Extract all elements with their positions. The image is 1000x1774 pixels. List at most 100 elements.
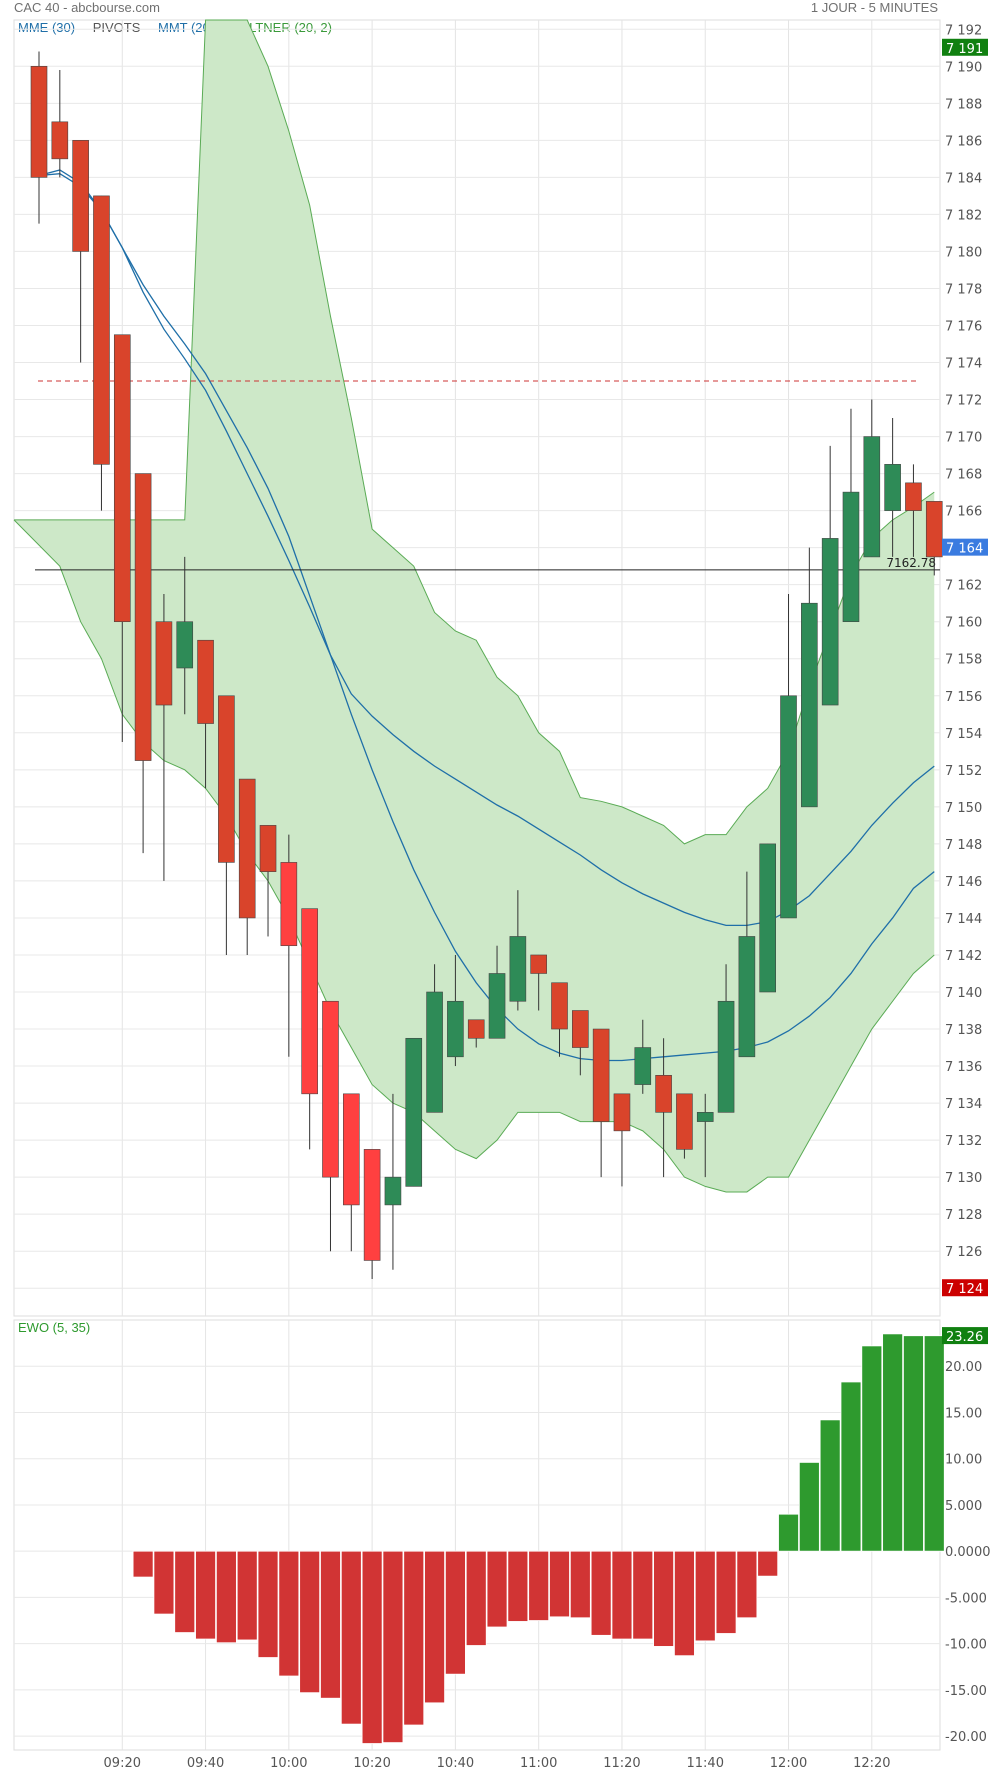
badge-ewo: 23.26	[946, 1330, 983, 1345]
ewo-bar-positive	[778, 1513, 799, 1552]
badge-ewo-bg	[942, 1327, 988, 1345]
price-y-tick-label: 7 162	[945, 579, 982, 594]
price-y-tick-label: 7 134	[945, 1097, 982, 1112]
candle-body	[384, 1176, 402, 1206]
candle-body	[405, 1037, 423, 1187]
ewo-y-tick-label: -5.000	[945, 1591, 987, 1606]
price-y-tick-label: 7 188	[945, 97, 982, 112]
last-price-label: 7162.78	[886, 556, 936, 570]
ewo-bar-negative	[382, 1550, 404, 1744]
ewo-bar-negative	[549, 1550, 570, 1618]
price-y-tick-label: 7 128	[945, 1208, 982, 1223]
ewo-bar-negative	[694, 1550, 716, 1642]
ewo-bar-negative	[715, 1550, 737, 1634]
ewo-legend[interactable]: EWO (5, 35)	[18, 1320, 91, 1335]
legend-mme[interactable]: MME (30)	[18, 20, 76, 35]
x-tick-label: 10:20	[353, 1756, 390, 1771]
candle-body	[447, 1000, 464, 1058]
price-y-tick-label: 7 148	[945, 838, 982, 853]
candle-body	[426, 991, 443, 1113]
ewo-y-tick-label: 0.0000	[945, 1545, 991, 1560]
candle-body	[613, 1093, 631, 1132]
candle-body	[634, 1047, 652, 1085]
ewo-bar-negative	[757, 1550, 779, 1577]
candle-body	[218, 695, 235, 863]
mmt-20-line	[38, 169, 935, 1062]
price-y-tick-label: 7 178	[945, 282, 982, 297]
candle-body	[780, 695, 797, 919]
ewo-y-tick-label: -10.00	[945, 1638, 987, 1653]
candle-body	[863, 436, 881, 558]
ewo-bar-negative	[278, 1550, 300, 1677]
candles	[30, 51, 943, 1279]
candle-body	[738, 936, 756, 1058]
ewo-bar-positive	[923, 1335, 945, 1552]
price-y-tick-label: 7 142	[945, 949, 982, 964]
ewo-y-tick-label: 5.000	[945, 1499, 982, 1514]
ewo-bar-negative	[653, 1550, 674, 1647]
price-y-tick-label: 7 152	[945, 764, 982, 779]
candle-body	[509, 936, 527, 1002]
price-y-tick-label: 7 140	[945, 986, 982, 1001]
ewo-y-tick-label: -15.00	[945, 1684, 987, 1699]
candle-body	[30, 65, 48, 178]
price-panel-frame	[13, 19, 941, 1317]
ewo-bar-negative	[153, 1550, 175, 1615]
ewo-bar-negative	[320, 1550, 341, 1699]
candle-body	[72, 140, 89, 252]
price-y-tick-label: 7 156	[945, 690, 982, 705]
price-y-tick-label: 7 186	[945, 134, 982, 149]
keltner-lower-line	[13, 519, 935, 1193]
price-y-tick-label: 7 154	[945, 727, 982, 742]
x-tick-label: 10:40	[437, 1756, 474, 1771]
x-tick-label: 11:40	[687, 1756, 724, 1771]
price-y-tick-label: 7 174	[945, 357, 982, 372]
ewo-bar-negative	[465, 1550, 487, 1646]
x-tick-label: 12:20	[853, 1756, 890, 1771]
candle-body	[197, 639, 214, 724]
ewo-bar-negative	[195, 1550, 216, 1640]
price-y-tick-label: 7 166	[945, 505, 982, 520]
price-y-tick-label: 7 170	[945, 431, 982, 446]
price-y-tick-label: 7 126	[945, 1245, 982, 1260]
candle-body	[717, 1000, 735, 1113]
price-y-tick-label: 7 184	[945, 171, 982, 186]
legend-pivots[interactable]: PIVOTS	[92, 20, 141, 35]
price-y-tick-label: 7 176	[945, 319, 982, 334]
candle-body	[905, 482, 922, 511]
candle-body	[238, 778, 256, 919]
ewo-bar-negative	[611, 1550, 633, 1640]
x-tick-label: 09:40	[187, 1756, 224, 1771]
candle-body	[530, 954, 547, 974]
candle-body	[884, 464, 901, 511]
ewo-bar-negative	[590, 1550, 612, 1636]
candle-body	[821, 538, 839, 706]
price-y-tick-label: 7 144	[945, 912, 982, 927]
ewo-y-tick-label: 20.00	[945, 1360, 982, 1375]
price-y-tick-label: 7 136	[945, 1060, 982, 1075]
legend-mmt[interactable]: MMT (20)	[158, 20, 215, 35]
ewo-bar-negative	[736, 1550, 758, 1619]
candle-body	[155, 621, 173, 706]
badge-last-bg	[942, 538, 988, 556]
candle-body	[113, 334, 131, 623]
ewo-bar-negative	[132, 1550, 154, 1578]
ewo-bar-negative	[632, 1550, 654, 1640]
chart-period: 1 JOUR - 5 MINUTES	[810, 0, 938, 15]
price-y-tick-label: 7 190	[945, 60, 982, 75]
candle-body	[467, 1019, 485, 1039]
ewo-bar-negative	[569, 1550, 591, 1619]
price-y-tick-label: 7 168	[945, 468, 982, 483]
ewo-bar-positive	[903, 1335, 924, 1552]
ewo-bar-negative	[174, 1550, 196, 1633]
candle-body	[301, 908, 318, 1095]
legend-keltner[interactable]: KELTNER (20, 2)	[231, 20, 332, 35]
candle-body	[696, 1112, 714, 1122]
candle-body	[488, 973, 506, 1039]
price-y-tick-label: 7 158	[945, 653, 982, 668]
ewo-bars	[132, 1333, 945, 1744]
ewo-bar-positive	[861, 1345, 883, 1552]
candle-body	[759, 843, 777, 993]
ewo-bar-negative	[674, 1550, 695, 1657]
